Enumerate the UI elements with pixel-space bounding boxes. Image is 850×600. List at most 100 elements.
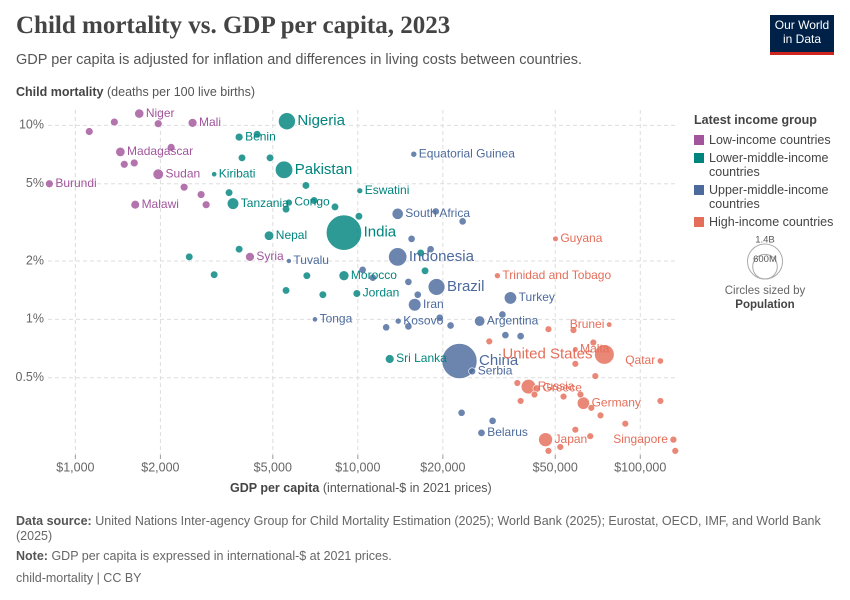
- point-label: Jordan: [363, 286, 400, 300]
- data-point: [330, 202, 340, 211]
- legend-swatch: [694, 135, 704, 145]
- size-legend: Circles sized by Population: [700, 284, 830, 312]
- point-label: Singapore: [613, 432, 668, 446]
- y-axis-label-rest: (deaths per 100 live births): [107, 85, 255, 99]
- data-source: Data source: United Nations Inter-agency…: [16, 514, 826, 544]
- legend-item[interactable]: Low-income countries: [694, 133, 844, 147]
- data-point: [302, 271, 311, 280]
- x-tick-label: $5,000: [254, 460, 292, 474]
- legend-label: High-income countries: [709, 215, 834, 229]
- data-point: [234, 132, 244, 142]
- data-point: [318, 290, 327, 299]
- data-point: [130, 158, 139, 168]
- data-point: [275, 160, 294, 179]
- legend-item[interactable]: Upper-middle-income countries: [694, 183, 844, 211]
- data-point: [457, 408, 466, 417]
- data-point: [266, 153, 275, 162]
- point-label: Madagascar: [127, 144, 193, 158]
- data-point: [587, 404, 596, 412]
- data-point: [356, 187, 364, 195]
- legend-swatch: [694, 185, 704, 195]
- data-point: [530, 390, 539, 399]
- legend-item[interactable]: High-income countries: [694, 215, 844, 229]
- size-legend-circles: 1.4B 600M: [747, 235, 783, 280]
- data-point: [671, 447, 679, 455]
- data-point: [237, 153, 247, 162]
- data-point: [301, 181, 310, 190]
- point-label: Brunei: [570, 317, 605, 331]
- point-label: Equatorial Guinea: [419, 146, 515, 160]
- data-point: [368, 273, 377, 282]
- data-point: [120, 160, 129, 169]
- legend-label: Upper-middle-income countries: [709, 183, 829, 211]
- data-point: [477, 428, 486, 437]
- point-label: Turkey: [519, 290, 555, 304]
- data-point: [130, 200, 140, 210]
- point-label: Morocco: [351, 268, 397, 282]
- data-point: [187, 118, 198, 128]
- data-point: [586, 432, 594, 440]
- data-point: [388, 247, 408, 267]
- point-label: Congo: [294, 195, 330, 209]
- logo[interactable]: Our World in Data: [770, 15, 834, 55]
- data-point: [325, 214, 362, 251]
- data-point: [358, 265, 367, 274]
- x-tick-label: $100,000: [614, 460, 666, 474]
- legend-item[interactable]: Lower-middle-income countries: [694, 151, 844, 179]
- data-point: [45, 179, 54, 189]
- point-label: Pakistan: [295, 161, 353, 178]
- data-point: [572, 346, 579, 353]
- point-label: Nigeria: [297, 112, 345, 129]
- data-point: [571, 360, 580, 368]
- point-label: Malta: [580, 342, 610, 356]
- chart: 10% 5% 2% 1% 0.5% $1,000 $2,000 $5,000 $10,000 $2…: [16, 106, 679, 474]
- data-point: [576, 396, 590, 410]
- y-tick-label: 1%: [26, 312, 44, 326]
- x-tick-label: $50,000: [533, 460, 578, 474]
- data-point: [407, 234, 416, 243]
- data-point: [556, 443, 564, 451]
- data-point: [420, 266, 430, 275]
- data-point: [134, 108, 145, 119]
- data-point: [513, 379, 522, 387]
- point-label: Sudan: [166, 166, 201, 180]
- data-point: [154, 119, 163, 128]
- point-label: Nepal: [276, 228, 307, 242]
- point-label: India: [364, 224, 397, 241]
- data-point: [431, 207, 440, 216]
- data-point: [589, 338, 598, 347]
- data-point: [408, 298, 422, 312]
- data-point: [110, 117, 119, 127]
- data-point: [544, 325, 553, 333]
- y-tick-label: 0.5%: [16, 370, 45, 384]
- point-label: Tonga: [320, 312, 353, 326]
- data-point: [656, 397, 665, 405]
- data-point: [501, 331, 510, 340]
- data-point: [571, 426, 580, 434]
- point-label: Benin: [245, 129, 276, 143]
- point-label: Indonesia: [409, 248, 475, 265]
- data-point: [485, 337, 493, 346]
- data-point: [516, 397, 525, 405]
- legend-swatch: [694, 153, 704, 163]
- x-tick-label: $10,000: [335, 460, 380, 474]
- size-legend-label: 600M: [753, 254, 777, 265]
- data-point: [606, 321, 613, 328]
- data-point: [264, 230, 275, 241]
- data-point: [226, 197, 240, 210]
- data-point: [458, 217, 467, 226]
- data-point: [404, 277, 413, 286]
- point-label: Guyana: [560, 231, 602, 245]
- point-label: Iran: [423, 297, 444, 311]
- point-label: Kiribati: [219, 166, 256, 180]
- data-point: [281, 205, 291, 214]
- data-point: [413, 290, 422, 299]
- data-point: [312, 316, 318, 323]
- data-point: [281, 286, 291, 295]
- x-axis-label-bold: GDP per capita: [230, 481, 320, 495]
- point-label: Germany: [592, 395, 641, 409]
- data-point: [354, 212, 363, 221]
- y-tick-label: 10%: [19, 118, 44, 132]
- legend-title: Latest income group: [694, 113, 817, 127]
- data-point: [503, 291, 517, 305]
